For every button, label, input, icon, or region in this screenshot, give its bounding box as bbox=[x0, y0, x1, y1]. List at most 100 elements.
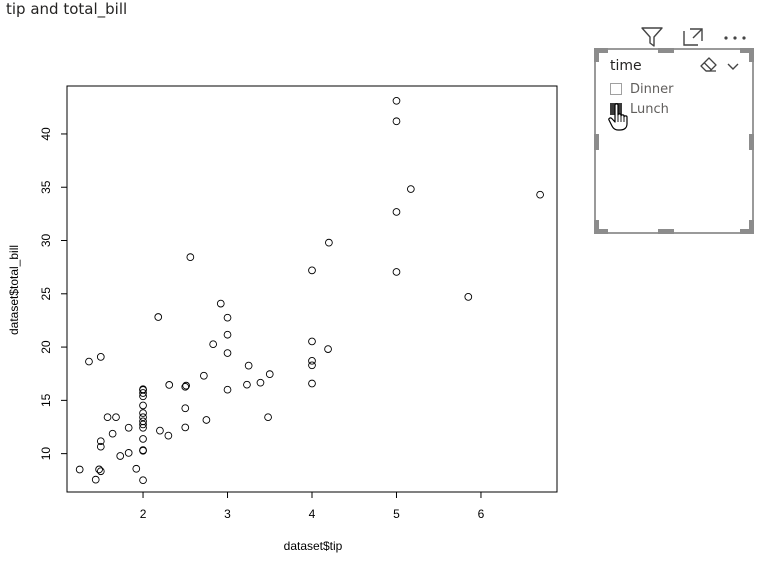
y-tick-label: 30 bbox=[39, 234, 53, 248]
y-axis: 10 15 20 25 30 35 40 bbox=[39, 127, 68, 461]
data-point bbox=[124, 449, 133, 457]
data-point bbox=[406, 185, 415, 193]
data-point bbox=[265, 370, 274, 378]
data-point bbox=[325, 238, 333, 247]
chevron-down-icon[interactable] bbox=[726, 58, 740, 72]
x-tick-label: 3 bbox=[224, 507, 231, 521]
checkbox[interactable] bbox=[610, 83, 622, 95]
data-point bbox=[139, 385, 147, 394]
data-point bbox=[96, 353, 105, 361]
data-point bbox=[392, 117, 401, 126]
x-tick-label: 2 bbox=[140, 507, 147, 521]
data-point bbox=[464, 293, 473, 301]
data-point bbox=[85, 357, 93, 366]
data-point bbox=[75, 465, 84, 474]
y-tick-label: 10 bbox=[39, 447, 53, 461]
resize-handle[interactable] bbox=[594, 48, 608, 53]
data-point bbox=[139, 413, 147, 422]
x-tick-label: 5 bbox=[393, 507, 400, 521]
data-point bbox=[200, 371, 208, 380]
data-point bbox=[181, 382, 190, 391]
resize-handle[interactable] bbox=[749, 48, 754, 62]
data-point bbox=[223, 349, 232, 357]
data-point bbox=[139, 417, 147, 426]
y-tick-label: 40 bbox=[39, 127, 53, 141]
data-point bbox=[308, 361, 316, 370]
data-point bbox=[156, 426, 164, 435]
resize-handle[interactable] bbox=[594, 48, 599, 62]
time-slicer[interactable]: time Dinner Lunch bbox=[594, 48, 754, 234]
slicer-item-dinner[interactable]: Dinner bbox=[610, 80, 673, 98]
focus-mode-icon[interactable] bbox=[681, 26, 705, 48]
y-tick-label: 20 bbox=[39, 340, 53, 354]
resize-handle[interactable] bbox=[594, 134, 599, 150]
data-point bbox=[202, 416, 211, 424]
hand-cursor-icon bbox=[607, 102, 631, 132]
resize-handle[interactable] bbox=[658, 48, 674, 53]
data-point bbox=[243, 380, 251, 389]
data-point bbox=[103, 413, 112, 422]
data-point bbox=[308, 337, 316, 346]
data-point bbox=[181, 423, 190, 432]
data-point bbox=[154, 313, 163, 321]
data-point bbox=[108, 429, 117, 438]
data-point bbox=[223, 385, 232, 394]
data-point bbox=[164, 431, 173, 440]
more-options-icon[interactable] bbox=[722, 26, 748, 48]
data-point bbox=[392, 208, 401, 216]
data-point bbox=[116, 452, 125, 460]
eraser-icon[interactable] bbox=[700, 57, 718, 73]
x-axis-label: dataset$tip bbox=[284, 539, 343, 553]
data-point bbox=[308, 379, 316, 388]
data-point bbox=[308, 356, 316, 365]
y-tick-label: 35 bbox=[39, 180, 53, 194]
x-tick-label: 6 bbox=[478, 507, 485, 521]
data-point bbox=[96, 467, 105, 476]
data-point bbox=[139, 389, 147, 397]
data-point bbox=[139, 435, 147, 443]
data-point bbox=[223, 313, 232, 322]
data-point bbox=[139, 446, 147, 454]
data-point bbox=[216, 299, 225, 308]
resize-handle[interactable] bbox=[749, 134, 754, 150]
plot-frame bbox=[66, 85, 558, 493]
data-point bbox=[244, 361, 253, 370]
resize-handle[interactable] bbox=[594, 229, 608, 234]
data-point bbox=[223, 330, 232, 339]
data-points bbox=[75, 96, 544, 485]
data-point bbox=[91, 475, 100, 484]
data-point bbox=[139, 476, 147, 485]
y-tick-label: 15 bbox=[39, 393, 53, 407]
data-point bbox=[209, 340, 218, 349]
filter-icon[interactable] bbox=[640, 26, 664, 48]
visual-title: tip and total_bill bbox=[6, 0, 128, 18]
x-tick-label: 4 bbox=[309, 507, 316, 521]
data-point bbox=[124, 423, 133, 432]
resize-handle[interactable] bbox=[594, 220, 599, 234]
data-point bbox=[96, 442, 105, 451]
data-point bbox=[264, 413, 272, 422]
data-point bbox=[536, 190, 544, 199]
resize-handle[interactable] bbox=[749, 220, 754, 234]
data-point bbox=[139, 401, 147, 410]
resize-handle[interactable] bbox=[740, 229, 754, 234]
resize-handle[interactable] bbox=[658, 229, 674, 234]
data-point bbox=[308, 266, 316, 275]
slicer-item-label: Lunch bbox=[630, 101, 669, 117]
data-point bbox=[132, 464, 141, 473]
data-point bbox=[392, 268, 401, 276]
data-point bbox=[182, 381, 190, 390]
data-point bbox=[181, 404, 190, 413]
x-axis: 2 3 4 5 6 bbox=[140, 491, 485, 521]
slicer-item-label: Dinner bbox=[630, 81, 674, 97]
resize-handle[interactable] bbox=[740, 48, 754, 53]
data-point bbox=[139, 409, 147, 417]
data-point bbox=[112, 413, 120, 422]
y-axis-label: dataset$total_bill bbox=[7, 245, 21, 335]
slicer-title: time bbox=[610, 58, 642, 74]
data-point bbox=[96, 437, 105, 446]
data-point bbox=[392, 96, 401, 105]
y-tick-label: 25 bbox=[39, 287, 53, 301]
data-point bbox=[95, 465, 103, 474]
